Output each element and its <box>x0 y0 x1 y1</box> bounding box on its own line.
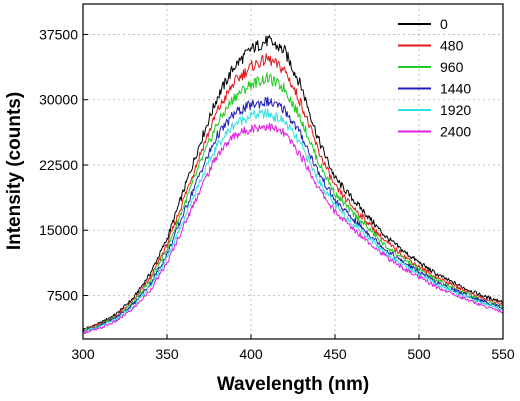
x-tick-label: 400 <box>239 346 263 362</box>
series-line-1920 <box>82 108 504 334</box>
legend-label: 960 <box>440 59 464 75</box>
y-tick-label: 37500 <box>39 26 78 42</box>
legend-label: 1920 <box>440 102 471 118</box>
legend-label: 480 <box>440 38 464 54</box>
series-lines <box>82 35 504 335</box>
legend: 0 480 960 1440 1920 2400 <box>398 16 471 140</box>
x-tick-label: 450 <box>323 346 347 362</box>
x-axis-title: Wavelength (nm) <box>217 374 369 395</box>
grid-lines <box>83 4 503 339</box>
x-tick-label: 550 <box>491 346 515 362</box>
y-tick-label: 7500 <box>47 287 78 303</box>
series-line-2400 <box>82 122 504 335</box>
y-tick-label: 22500 <box>39 157 78 173</box>
legend-label: 1440 <box>440 81 471 97</box>
x-tick-label: 300 <box>71 346 95 362</box>
series-line-1440 <box>82 96 504 333</box>
legend-label: 0 <box>440 16 448 32</box>
axis-ticks: 300 350 400 450 500 550 7500 15000 22500 30000 375… <box>39 26 515 362</box>
y-axis-title: Intensity (counts) <box>4 92 25 250</box>
series-line-960 <box>82 72 504 332</box>
series-line-480 <box>82 53 504 332</box>
plot-frame <box>82 3 504 340</box>
y-tick-label: 30000 <box>39 92 78 108</box>
legend-label: 2400 <box>440 124 471 140</box>
x-tick-label: 500 <box>407 346 431 362</box>
y-tick-label: 15000 <box>39 222 78 238</box>
x-tick-label: 350 <box>155 346 179 362</box>
series-line-0 <box>82 35 504 331</box>
